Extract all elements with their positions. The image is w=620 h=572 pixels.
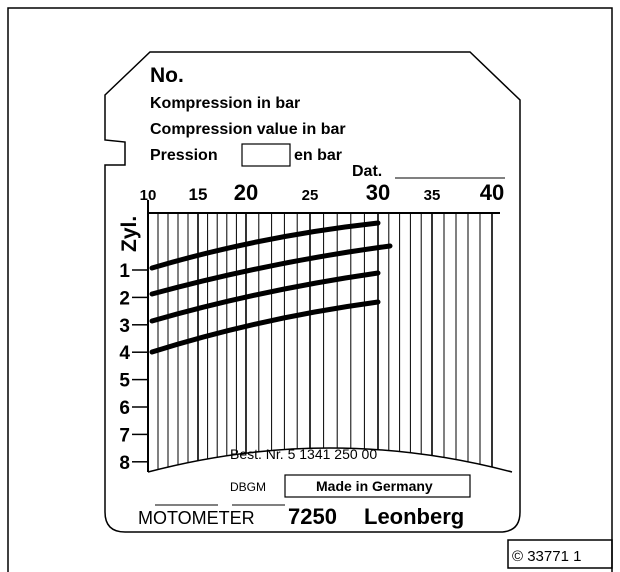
cylinder-label: 4 (119, 343, 130, 364)
scale-label: 40 (480, 180, 504, 205)
scale-label: 15 (189, 185, 208, 204)
pression-box (241, 143, 291, 167)
scale-grid: 10 15 20 25 30 35 40 1 2 3 4 5 6 7 8 (119, 180, 513, 474)
trace (149, 299, 381, 355)
date-label: Dat. (352, 163, 382, 180)
header-line: Pression (150, 147, 218, 164)
dbgm-box (284, 474, 471, 498)
header-line: en bar (294, 147, 342, 164)
cylinder-label: 2 (119, 288, 130, 309)
model-label: 7250 (288, 504, 337, 529)
order-number: Best. Nr. 5 1341 250 00 (230, 446, 377, 462)
cylinder-label: 3 (119, 316, 130, 337)
scale-label: 30 (366, 180, 390, 205)
made-in-label: Made in Germany (316, 478, 433, 494)
cylinder-label: 7 (119, 425, 130, 446)
frame (7, 7, 613, 572)
traces (149, 220, 393, 355)
scale-label: 20 (234, 180, 258, 205)
cylinder-title: Zyl. (118, 216, 141, 252)
trace (149, 220, 381, 271)
copyright-box (507, 539, 613, 569)
copyright-label: © 33771 1 (512, 548, 581, 565)
header-line: Compression value in bar (150, 121, 346, 138)
header-line: Kompression in bar (150, 95, 300, 112)
scale-label: 35 (424, 187, 441, 204)
trace (149, 270, 381, 324)
cylinder-label: 5 (119, 371, 130, 392)
dbgm-label: DBGM (230, 480, 266, 494)
number-label: No. (150, 64, 184, 87)
city-label: Leonberg (364, 504, 464, 529)
card-outline (104, 51, 521, 533)
outer-frame (7, 7, 613, 572)
scale-arc (147, 447, 513, 473)
cylinder-label: 6 (119, 398, 130, 419)
cylinder-label: 1 (119, 261, 130, 282)
scale-label: 10 (140, 187, 157, 204)
trace (149, 243, 393, 297)
brand-label: MOTOMETER (138, 508, 255, 528)
cylinder-label: 8 (119, 453, 130, 474)
scale-label: 25 (302, 187, 319, 204)
